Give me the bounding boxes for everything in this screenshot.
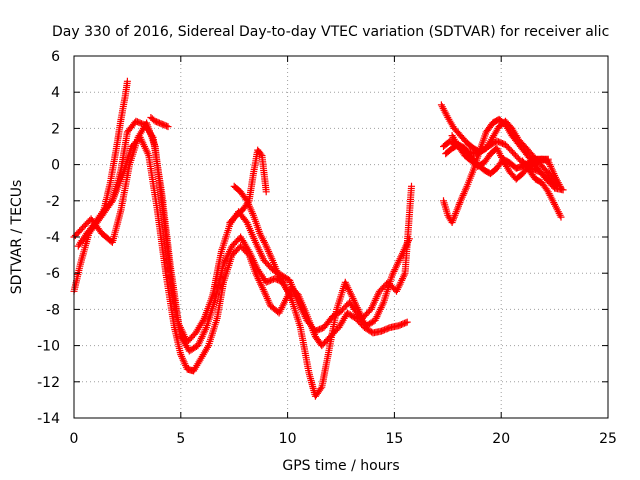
x-tick-label: 20 xyxy=(492,431,510,447)
axis-ticks: 0 5 10 15 20 25 -14 -12 -10 -8 -6 -4 -2 0 2 4 6 xyxy=(37,49,617,447)
series-markers xyxy=(100,77,131,214)
series-markers xyxy=(74,117,413,346)
series-track-4 xyxy=(100,77,131,214)
data-points xyxy=(70,77,567,400)
series-track-5 xyxy=(147,114,172,131)
y-tick-label: 6 xyxy=(51,49,60,65)
series-track-10 xyxy=(437,101,561,187)
y-tick-label: -2 xyxy=(46,194,60,210)
x-tick-label: 5 xyxy=(176,431,185,447)
series-track-3 xyxy=(74,117,413,346)
x-tick-label: 15 xyxy=(385,431,403,447)
series-track-6 xyxy=(226,146,270,226)
series-markers xyxy=(448,132,565,192)
series-markers xyxy=(226,146,270,226)
y-tick-label: -6 xyxy=(46,266,60,282)
x-tick-label: 25 xyxy=(599,431,617,447)
y-tick-label: -14 xyxy=(37,411,60,427)
y-tick-label: 2 xyxy=(51,121,60,137)
y-tick-label: -10 xyxy=(37,339,60,355)
series-markers xyxy=(437,101,561,187)
chart-title: Day 330 of 2016, Sidereal Day-to-day VTE… xyxy=(52,24,609,40)
y-axis-label: SDTVAR / TECUs xyxy=(9,180,25,295)
y-tick-label: -8 xyxy=(46,302,60,318)
x-tick-label: 0 xyxy=(70,431,79,447)
x-axis-label: GPS time / hours xyxy=(282,458,399,474)
y-tick-label: 0 xyxy=(51,158,60,174)
y-tick-label: 4 xyxy=(51,85,60,101)
series-track-7 xyxy=(230,182,296,301)
x-tick-label: 10 xyxy=(279,431,297,447)
series-markers xyxy=(230,182,296,301)
series-markers xyxy=(147,114,172,131)
y-tick-label: -4 xyxy=(46,230,60,246)
y-tick-label: -12 xyxy=(37,375,60,391)
series-track-13 xyxy=(448,132,565,192)
